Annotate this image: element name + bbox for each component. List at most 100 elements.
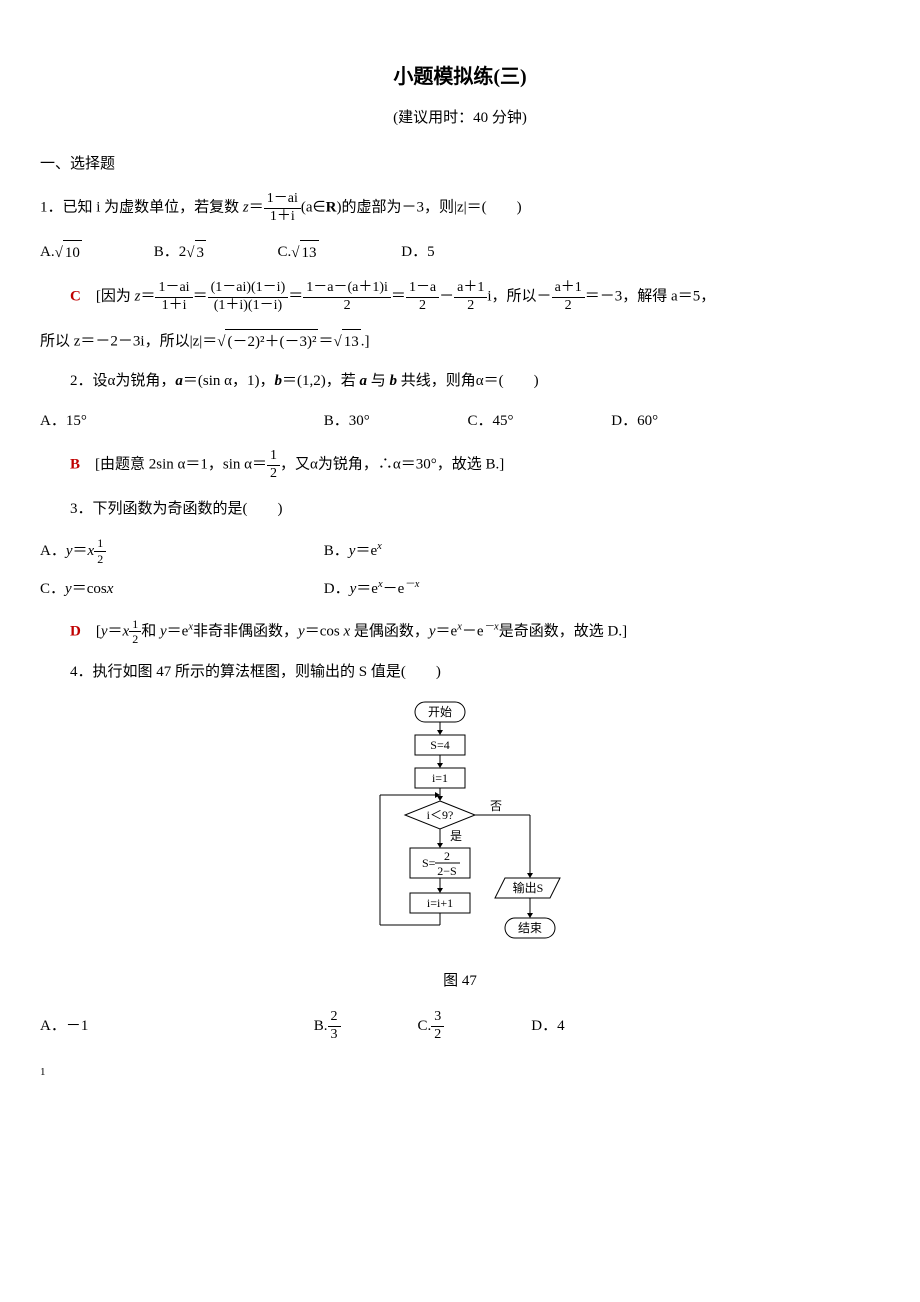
d: 1＋i bbox=[155, 298, 192, 315]
section-heading: 一、选择题 bbox=[40, 152, 880, 178]
txt: 是偶函数， bbox=[350, 623, 429, 639]
d: 2 bbox=[454, 298, 487, 315]
flow-s4: S=4 bbox=[430, 738, 449, 752]
optC-pre: C． bbox=[40, 577, 65, 603]
flow-i1: i=1 bbox=[432, 771, 448, 785]
q4-optA: A．－1 bbox=[40, 1014, 310, 1040]
sup: x bbox=[377, 541, 382, 552]
flow-cond: i＜9? bbox=[427, 808, 454, 822]
q1-frac: 1－ai 1＋i bbox=[264, 191, 301, 226]
eq: ＝e bbox=[436, 623, 458, 639]
rad: 13 bbox=[342, 329, 361, 356]
q4-optC-pre: C. bbox=[418, 1014, 432, 1040]
eq: ＝cos bbox=[305, 623, 344, 639]
frac: 12 bbox=[94, 536, 106, 566]
eq: ＝cos bbox=[72, 577, 107, 603]
eq: ＝e bbox=[355, 539, 377, 565]
optA-pre: A． bbox=[40, 539, 66, 565]
n: 1－a bbox=[406, 280, 439, 298]
txt: [由题意 2sin α＝1，sin α＝ bbox=[95, 457, 267, 473]
eq: ＝ bbox=[140, 289, 155, 305]
sqrt-icon: √3 bbox=[186, 240, 206, 267]
y: y bbox=[65, 577, 72, 603]
q4-optB-pre: B. bbox=[314, 1014, 328, 1040]
figure-label: 图 47 bbox=[40, 969, 880, 995]
n: a＋1 bbox=[454, 280, 487, 298]
page-title: 小题模拟练(三) bbox=[40, 60, 880, 94]
q1-optD: D．5 bbox=[401, 240, 481, 266]
eq: ＝e bbox=[356, 577, 378, 603]
txt: ，又α为锐角，∴α＝30°，故选 B.] bbox=[280, 457, 504, 473]
txt: 所以 z＝－2－3i，所以|z|＝ bbox=[40, 333, 217, 349]
q1-expl-open: [因为 bbox=[96, 289, 135, 305]
frac: 23 bbox=[328, 1009, 341, 1044]
txt: 与 bbox=[367, 373, 390, 389]
sup: －x bbox=[484, 621, 499, 632]
q1-optC-rad: 13 bbox=[300, 240, 319, 267]
eq: ＝ bbox=[318, 333, 333, 349]
optD-pre: D． bbox=[324, 577, 350, 603]
frac: 1－ai1＋i bbox=[155, 280, 192, 315]
frac: 12 bbox=[267, 448, 280, 483]
d: 2 bbox=[267, 466, 280, 483]
q2-answer: B [由题意 2sin α＝1，sin α＝12，又α为锐角，∴α＝30°，故选… bbox=[70, 448, 880, 483]
q3-answer: D [y＝x12和 y＝ex非奇非偶函数，y＝cos x 是偶函数，y＝ex－e… bbox=[70, 617, 880, 647]
frac: (1－ai)(1－i)(1＋i)(1－i) bbox=[208, 280, 289, 315]
flowchart-svg: 开始 S=4 i=1 i＜9? 是 否 S= 2 2−S 输出S i=i+1 结… bbox=[345, 700, 575, 950]
q1-answer-line2: 所以 z＝－2－3i，所以|z|＝√(－2)²＋(－3)²＝√13.] bbox=[40, 329, 880, 356]
x: x bbox=[88, 539, 95, 565]
frac: 12 bbox=[129, 617, 141, 647]
n: a＋1 bbox=[552, 280, 585, 298]
flow-upd-lhs: S= bbox=[422, 856, 436, 870]
txt: 非奇非偶函数， bbox=[193, 623, 298, 639]
sqrt-icon: √13 bbox=[291, 240, 318, 267]
q3-options-row2: C．y＝cos x D．y＝ex－e－x bbox=[40, 576, 880, 603]
eq: ＝ bbox=[108, 623, 123, 639]
vec-a: a bbox=[359, 373, 367, 389]
txt: ＝－3，解得 a＝5， bbox=[585, 289, 715, 305]
question-4: 4．执行如图 47 所示的算法框图，则输出的 S 值是( ) bbox=[70, 660, 880, 686]
minus: －e bbox=[462, 623, 484, 639]
vec-a: a bbox=[175, 373, 183, 389]
n: 1 bbox=[129, 617, 141, 632]
page-number: 1 bbox=[40, 1063, 880, 1082]
q1-frac-den: 1＋i bbox=[264, 209, 301, 226]
txt: i，所以－ bbox=[487, 289, 551, 305]
d: 2 bbox=[431, 1027, 444, 1044]
q2-stem: 2．设α为锐角， bbox=[70, 373, 175, 389]
q2-optD: D．60° bbox=[611, 409, 658, 435]
n: 2 bbox=[328, 1009, 341, 1027]
eq: ＝e bbox=[167, 623, 189, 639]
n: 3 bbox=[431, 1009, 444, 1027]
answer-letter: B bbox=[70, 457, 80, 473]
y: y bbox=[160, 623, 167, 639]
q1-optB-rad: 3 bbox=[195, 240, 207, 267]
optB-pre: B． bbox=[324, 539, 349, 565]
answer-letter: D bbox=[70, 623, 81, 639]
q1-optA-rad: 10 bbox=[63, 240, 82, 267]
q1-R: R bbox=[326, 200, 337, 216]
flow-upd-n: 2 bbox=[444, 849, 450, 863]
q1-stem-pre: 1．已知 i 为虚数单位，若复数 bbox=[40, 200, 243, 216]
close: .] bbox=[361, 333, 370, 349]
x: x bbox=[123, 623, 130, 639]
q1-frac-num: 1－ai bbox=[267, 191, 298, 206]
q2-optC: C．45° bbox=[468, 409, 608, 435]
flow-yes: 是 bbox=[450, 829, 462, 843]
txt: 共线，则角α＝( ) bbox=[397, 373, 539, 389]
n: 1 bbox=[94, 536, 106, 551]
page-subtitle: (建议用时：40 分钟) bbox=[40, 106, 880, 132]
y: y bbox=[349, 539, 356, 565]
q2-options: A．15° B．30° C．45° D．60° bbox=[40, 409, 880, 435]
n: 1 bbox=[267, 448, 280, 466]
question-2: 2．设α为锐角，a＝(sin α，1)，b＝(1,2)，若 a 与 b 共线，则… bbox=[70, 369, 880, 395]
y: y bbox=[66, 539, 73, 565]
frac: 1－a－(a＋1)i2 bbox=[303, 280, 391, 315]
d: 2 bbox=[129, 632, 141, 646]
q1-optA-pre: A. bbox=[40, 240, 55, 266]
txt: ＝(1,2)，若 bbox=[282, 373, 360, 389]
d: 2 bbox=[552, 298, 585, 315]
q1-post2: )的虚部为－3，则|z|＝( ) bbox=[336, 200, 521, 216]
n: 1－ai bbox=[155, 280, 192, 298]
vec-b: b bbox=[390, 373, 398, 389]
